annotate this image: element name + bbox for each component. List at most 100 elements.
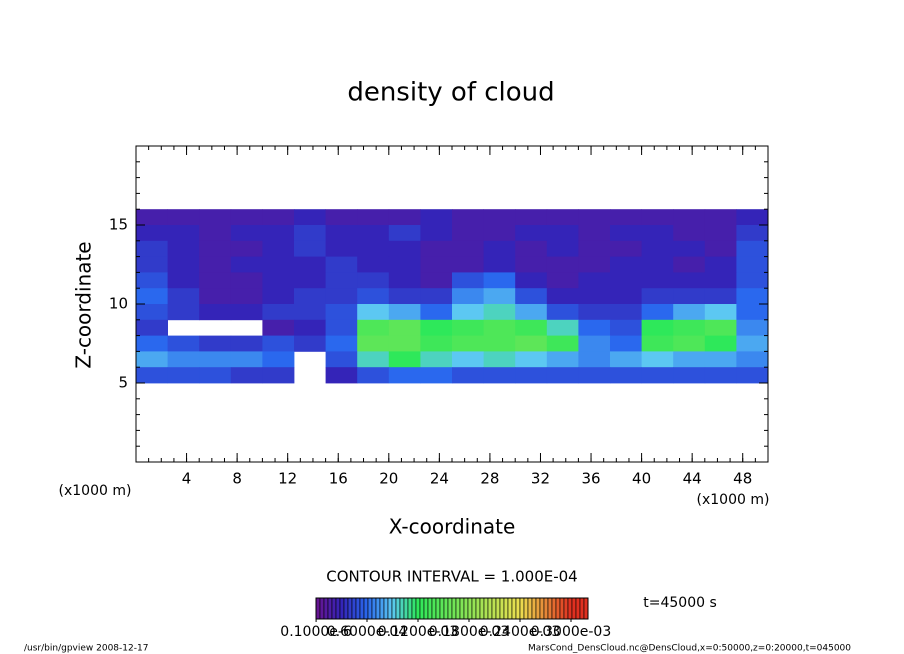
colorbar-cell bbox=[575, 597, 581, 620]
cell bbox=[578, 319, 611, 336]
cell bbox=[483, 225, 516, 242]
cell bbox=[325, 272, 358, 289]
cell bbox=[483, 304, 516, 321]
cell bbox=[736, 319, 769, 336]
cell bbox=[483, 240, 516, 257]
cell bbox=[262, 256, 295, 273]
cell bbox=[483, 209, 516, 226]
colorbar-cell bbox=[527, 597, 533, 620]
cell bbox=[578, 272, 611, 289]
cell bbox=[452, 367, 484, 384]
cell bbox=[704, 225, 737, 242]
cell bbox=[420, 240, 453, 257]
cell bbox=[610, 351, 642, 368]
cell bbox=[294, 288, 326, 305]
cell bbox=[136, 304, 168, 321]
colorbar-cell bbox=[499, 597, 505, 620]
colorbar-cell bbox=[535, 597, 541, 620]
cell bbox=[452, 288, 484, 305]
cell bbox=[420, 209, 453, 226]
cell bbox=[357, 240, 390, 257]
cell bbox=[736, 225, 769, 242]
cell bbox=[515, 288, 548, 305]
cell bbox=[704, 351, 737, 368]
cell bbox=[294, 319, 326, 336]
cell bbox=[546, 288, 579, 305]
colorbar-cell bbox=[483, 597, 489, 620]
cell bbox=[546, 367, 579, 384]
cell bbox=[294, 209, 326, 226]
cell bbox=[641, 319, 674, 336]
colorbar-frame bbox=[315, 597, 589, 620]
cell bbox=[736, 367, 769, 384]
cell bbox=[388, 240, 421, 257]
cell bbox=[578, 335, 611, 352]
colorbar-cell bbox=[367, 597, 373, 620]
cell bbox=[736, 272, 769, 289]
cell bbox=[578, 209, 611, 226]
colorbar-cell bbox=[547, 597, 553, 620]
cell bbox=[230, 351, 263, 368]
colorbar-cell bbox=[583, 597, 589, 620]
cell bbox=[704, 240, 737, 257]
cell bbox=[388, 367, 421, 384]
cell bbox=[230, 304, 263, 321]
cell bbox=[704, 209, 737, 226]
cell bbox=[262, 351, 295, 368]
cell bbox=[136, 225, 168, 242]
cell bbox=[357, 288, 390, 305]
cell bbox=[578, 304, 611, 321]
cell bbox=[673, 367, 706, 384]
cell bbox=[199, 225, 232, 242]
cell bbox=[420, 335, 453, 352]
cell bbox=[420, 367, 453, 384]
cell bbox=[452, 351, 484, 368]
cell bbox=[452, 272, 484, 289]
cell bbox=[641, 272, 674, 289]
x-tick-label: 12 bbox=[278, 470, 297, 488]
cell bbox=[736, 335, 769, 352]
cell bbox=[736, 304, 769, 321]
cell bbox=[420, 351, 453, 368]
cell bbox=[357, 304, 390, 321]
cell bbox=[515, 272, 548, 289]
colorbar-cell bbox=[415, 597, 421, 620]
cell bbox=[199, 256, 232, 273]
colorbar-cell bbox=[559, 597, 565, 620]
cell bbox=[546, 225, 579, 242]
x-tick-label: 36 bbox=[581, 470, 600, 488]
cell bbox=[578, 256, 611, 273]
cell bbox=[199, 209, 232, 226]
cell bbox=[515, 256, 548, 273]
footer: MarsCond_DensCloud.nc@DensCloud,x=0:5000… bbox=[528, 644, 851, 654]
cell bbox=[610, 272, 642, 289]
cell bbox=[167, 240, 200, 257]
time-label: t=45000 s bbox=[643, 595, 717, 611]
cell bbox=[641, 288, 674, 305]
cell bbox=[420, 272, 453, 289]
cell bbox=[167, 272, 200, 289]
colorbar-cell bbox=[391, 597, 397, 620]
colorbar-cell bbox=[315, 597, 321, 620]
cell bbox=[325, 351, 358, 368]
colorbar-cell bbox=[371, 597, 377, 620]
x-tick-label: 48 bbox=[733, 470, 752, 488]
cell bbox=[641, 304, 674, 321]
cell bbox=[578, 367, 611, 384]
x-tick-label: 16 bbox=[329, 470, 348, 488]
colorbar-cell bbox=[443, 597, 449, 620]
cell bbox=[578, 288, 611, 305]
colorbar-cell bbox=[467, 597, 473, 620]
y-axis-label: Z-coordinate bbox=[72, 241, 96, 368]
colorbar-cell bbox=[471, 597, 477, 620]
cell bbox=[452, 319, 484, 336]
cell bbox=[578, 351, 611, 368]
cell bbox=[388, 351, 421, 368]
cell bbox=[704, 319, 737, 336]
colorbar-cell bbox=[379, 597, 385, 620]
colorbar-cell bbox=[555, 597, 561, 620]
cell bbox=[388, 256, 421, 273]
cell bbox=[578, 225, 611, 242]
cell bbox=[515, 304, 548, 321]
